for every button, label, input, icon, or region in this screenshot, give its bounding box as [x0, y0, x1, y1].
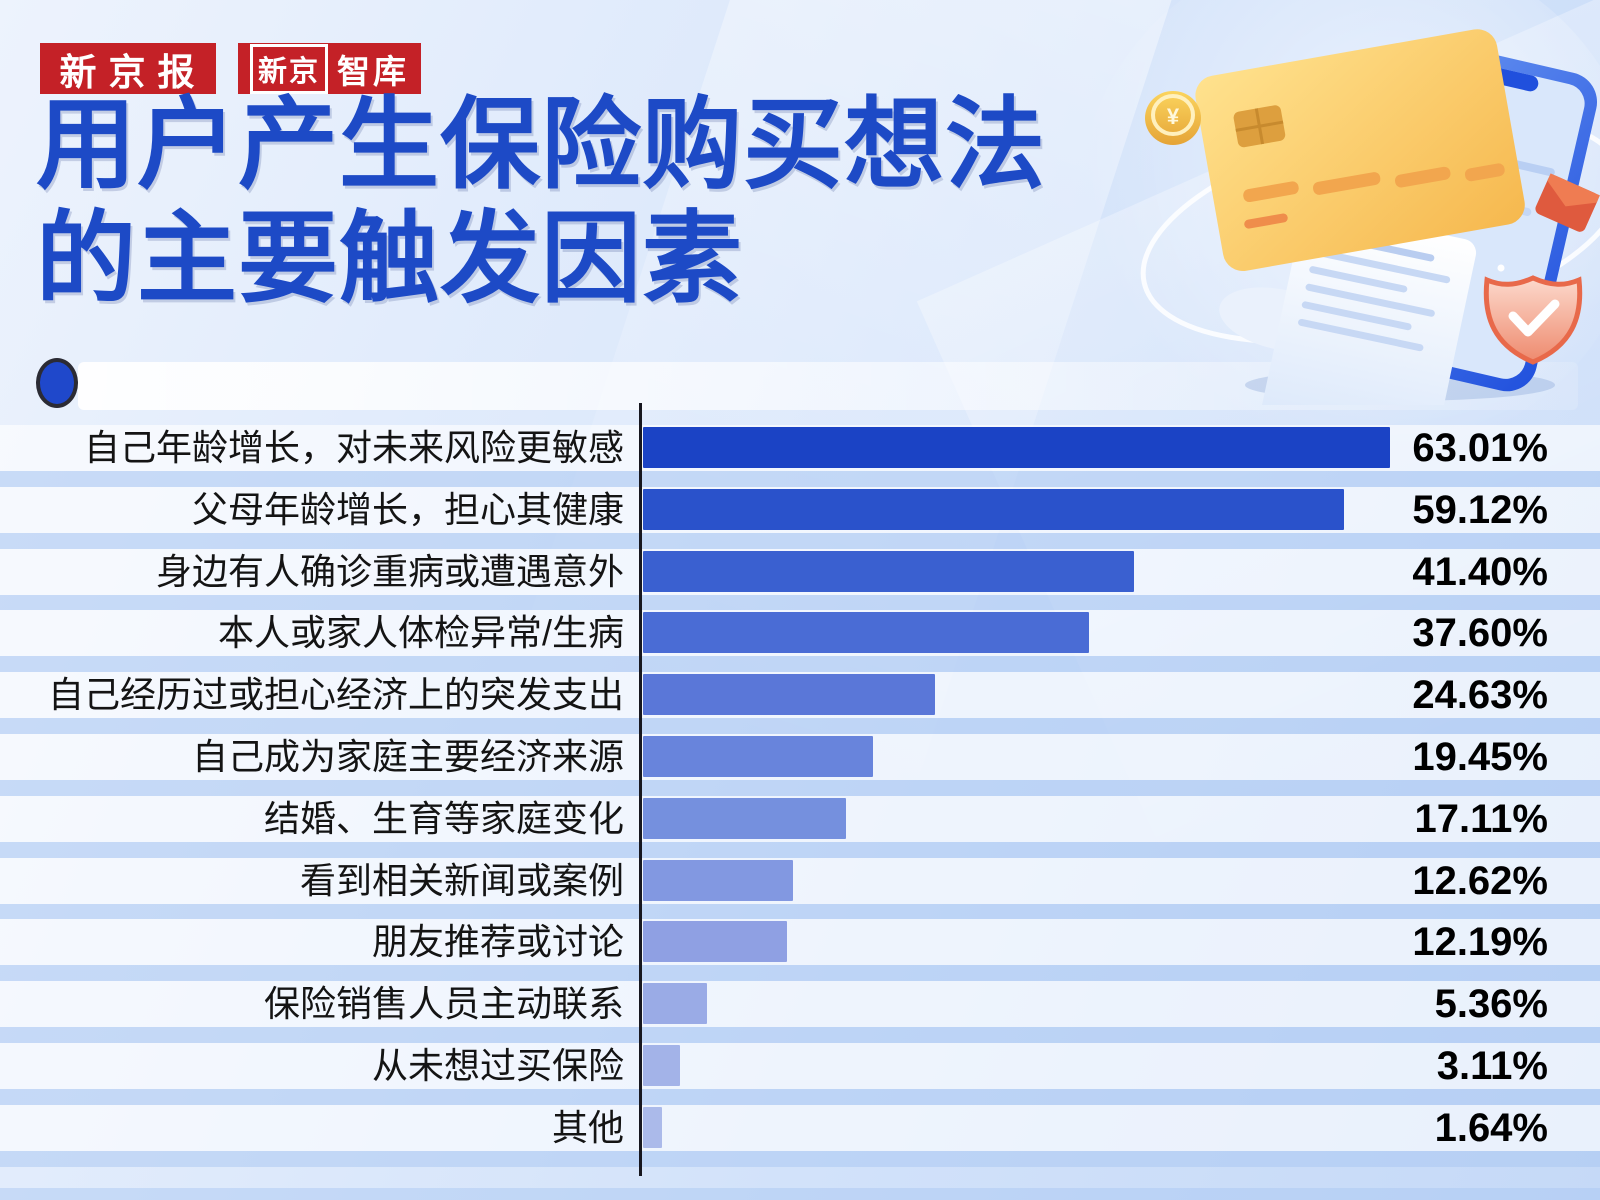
value-label: 3.11% [1436, 1044, 1548, 1088]
zhiku-logo-text: 智库 [337, 52, 410, 90]
row-separator-stripe [0, 841, 1600, 858]
bar [643, 859, 793, 901]
chart-row: 自己年龄增长，对未来风险更敏感 63.01% [0, 425, 1600, 487]
page-title-line1: 用户产生保险购买想法 [36, 89, 1046, 201]
bottom-strip [0, 1188, 1600, 1200]
value-label: 59.12% [1412, 487, 1548, 532]
category-label: 自己经历过或担心经济上的突发支出 [47, 674, 624, 716]
value-label: 17.11% [1414, 796, 1548, 841]
category-label: 保险销售人员主动联系 [263, 983, 624, 1025]
category-label: 其他 [551, 1106, 624, 1148]
row-background-band [0, 1104, 1600, 1151]
category-label: 自己成为家庭主要经济来源 [191, 736, 624, 777]
row-background-band [0, 919, 1600, 966]
bar [643, 1045, 680, 1086]
chart-row: 父母年龄增长，担心其健康 59.12% [0, 486, 1600, 549]
category-label: 本人或家人体检异常/生病 [217, 612, 624, 654]
row-separator-stripe [0, 718, 1600, 734]
chart-row: 自己成为家庭主要经济来源 19.45% [0, 734, 1600, 796]
value-label: 41.40% [1412, 549, 1548, 594]
value-label: 12.19% [1412, 920, 1548, 965]
bar [643, 550, 1134, 592]
row-separator-stripe [0, 1089, 1600, 1105]
chart-row: 自己经历过或担心经济上的突发支出 24.63% [0, 672, 1600, 734]
category-label: 父母年龄增长，担心其健康 [191, 488, 624, 530]
xinjingbao-logo: 新京报 [40, 43, 216, 94]
chart-row: 保险销售人员主动联系 5.36% [0, 981, 1600, 1043]
chart-row: 看到相关新闻或案例 12.62% [0, 857, 1600, 920]
bar [643, 674, 935, 716]
page-title-line2: 的主要触发因素 [36, 203, 743, 315]
page-title: 用户产生保险购买想法 的主要触发因素 [36, 88, 1046, 316]
value-label: 37.60% [1412, 611, 1548, 656]
row-separator-stripe [0, 1027, 1600, 1043]
row-separator-stripe [0, 656, 1600, 673]
row-separator-stripe [0, 532, 1600, 549]
chart-row: 其他 1.64% [0, 1104, 1600, 1167]
value-label: 1.64% [1434, 1105, 1548, 1150]
value-label: 5.36% [1434, 982, 1548, 1027]
bar [643, 736, 874, 777]
value-label: 24.63% [1412, 673, 1548, 718]
row-separator-stripe [0, 965, 1600, 982]
row-separator-stripe [0, 780, 1600, 796]
gold-coin-icon: ¥ [1145, 91, 1201, 145]
chart-row: 身边有人确诊重病或遭遇意外 41.40% [0, 548, 1600, 611]
brand-logos: 新京报 新京 智库 [40, 43, 422, 94]
bar [643, 1106, 663, 1148]
receipt-icon [1219, 207, 1477, 405]
chart-row: 朋友推荐或讨论 12.19% [0, 919, 1600, 982]
section-marker-dot [36, 358, 78, 408]
value-label: 63.01% [1412, 426, 1548, 470]
row-separator-stripe [0, 471, 1600, 487]
chart-axis-line [639, 403, 642, 1176]
value-label: 19.45% [1412, 735, 1548, 779]
category-label: 结婚、生育等家庭变化 [263, 797, 624, 839]
category-label: 看到相关新闻或案例 [299, 859, 624, 901]
row-separator-stripe [0, 903, 1600, 920]
value-label: 12.62% [1412, 858, 1548, 903]
shield-check-icon [1483, 264, 1583, 365]
category-label: 自己年龄增长，对未来风险更敏感 [83, 427, 624, 468]
row-separator-stripe [0, 1150, 1600, 1167]
row-background-band [0, 1043, 1600, 1089]
chart-row: 结婚、生育等家庭变化 17.11% [0, 795, 1600, 858]
xinjing-zhiku-logo: 新京 智库 [238, 43, 422, 94]
bar [643, 797, 846, 839]
insurance-illustration: ¥ [1140, 29, 1600, 405]
bar [643, 921, 788, 963]
category-label: 朋友推荐或讨论 [371, 921, 624, 963]
bar [643, 983, 707, 1025]
bar [643, 612, 1089, 654]
credit-card-icon [1195, 29, 1525, 272]
red-envelope-icon [1535, 173, 1600, 232]
bar-chart: 自己年龄增长，对未来风险更敏感 63.01% 父母年龄增长，担心其健康 59.12% 身… [0, 403, 1600, 1200]
bar [643, 488, 1344, 530]
row-background-band [0, 857, 1600, 904]
svg-text:¥: ¥ [1167, 104, 1180, 129]
category-label: 从未想过买保险 [371, 1045, 624, 1086]
category-label: 身边有人确诊重病或遭遇意外 [155, 550, 624, 592]
row-separator-stripe [0, 594, 1600, 611]
chart-row: 从未想过买保险 3.11% [0, 1043, 1600, 1105]
xinjing-logo-box: 新京 [250, 43, 329, 94]
chart-row: 本人或家人体检异常/生病 37.60% [0, 610, 1600, 673]
row-background-band [0, 981, 1600, 1028]
